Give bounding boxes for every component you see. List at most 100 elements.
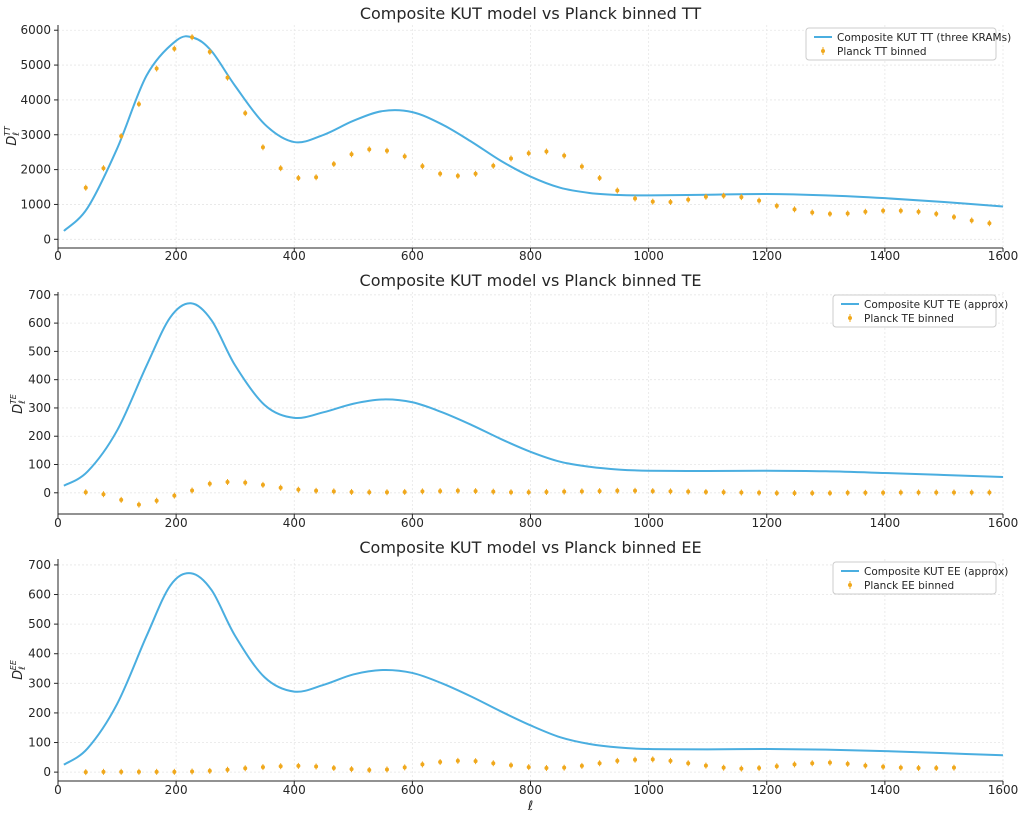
x-tick-label: 1400 <box>870 249 901 263</box>
x-tick-label: 800 <box>519 249 542 263</box>
data-point <box>314 764 319 769</box>
data-point <box>792 207 797 212</box>
data-point <box>491 163 496 168</box>
data-point <box>83 185 88 190</box>
data-point <box>190 488 195 493</box>
x-tick-label: 1600 <box>988 249 1019 263</box>
data-point <box>615 758 620 763</box>
data-point <box>526 765 531 770</box>
data-point <box>260 765 265 770</box>
data-point <box>119 497 124 502</box>
data-point <box>863 490 868 495</box>
data-point <box>154 769 159 774</box>
data-point <box>296 763 301 768</box>
data-point <box>473 759 478 764</box>
data-point <box>243 111 248 116</box>
y-tick-label: 3000 <box>20 128 51 142</box>
data-point <box>402 154 407 159</box>
data-point <box>438 171 443 176</box>
legend-label: Planck TT binned <box>837 46 927 58</box>
data-point <box>721 193 726 198</box>
data-point <box>668 758 673 763</box>
data-point <box>331 765 336 770</box>
data-point <box>774 203 779 208</box>
data-point <box>420 489 425 494</box>
y-tick-label: 4000 <box>20 93 51 107</box>
data-point <box>916 209 921 214</box>
x-tick-label: 1600 <box>988 783 1019 797</box>
data-point <box>774 491 779 496</box>
y-axis-label: DℓTT <box>3 125 22 146</box>
data-point <box>190 769 195 774</box>
data-point <box>384 490 389 495</box>
data-point <box>136 502 141 507</box>
y-tick-label: 0 <box>43 232 51 246</box>
x-tick-label: 400 <box>283 783 306 797</box>
data-point <box>633 488 638 493</box>
y-tick-label: 200 <box>28 429 51 443</box>
data-point <box>969 218 974 223</box>
x-tick-label: 400 <box>283 249 306 263</box>
data-point <box>863 209 868 214</box>
data-point <box>296 487 301 492</box>
data-point <box>845 761 850 766</box>
data-point <box>331 162 336 167</box>
data-point <box>721 490 726 495</box>
data-point <box>757 198 762 203</box>
data-point <box>703 763 708 768</box>
data-point <box>987 221 992 226</box>
x-tick-label: 1000 <box>633 516 664 530</box>
data-point <box>384 767 389 772</box>
y-tick-label: 0 <box>43 765 51 779</box>
data-point <box>172 769 177 774</box>
data-point <box>473 489 478 494</box>
data-point <box>969 490 974 495</box>
x-tick-label: 1400 <box>870 516 901 530</box>
y-tick-label: 2000 <box>20 163 51 177</box>
data-point <box>668 200 673 205</box>
data-point <box>314 175 319 180</box>
data-point <box>562 153 567 158</box>
data-point <box>579 164 584 169</box>
data-point <box>455 173 460 178</box>
data-point <box>172 46 177 51</box>
data-point <box>810 491 815 496</box>
chart-panel-0: 0 200 400 600 800 1000 1200 1400 1600 0 1000 2000 30… <box>3 4 1018 263</box>
x-tick-label: 0 <box>54 783 62 797</box>
data-point <box>757 490 762 495</box>
data-point <box>119 769 124 774</box>
data-point <box>650 757 655 762</box>
data-point <box>650 199 655 204</box>
chart-panel-2: 0 200 400 600 800 1000 1200 1400 1600 0 100 200 300 4… <box>9 538 1018 814</box>
data-point <box>615 488 620 493</box>
y-tick-label: 600 <box>28 588 51 602</box>
data-point <box>562 489 567 494</box>
data-point <box>455 758 460 763</box>
data-point <box>615 188 620 193</box>
data-point <box>491 761 496 766</box>
y-tick-label: 600 <box>28 316 51 330</box>
y-axis-label: DℓTE <box>9 393 28 414</box>
data-point <box>473 171 478 176</box>
data-point <box>827 211 832 216</box>
legend-point-swatch <box>821 49 825 53</box>
data-point <box>154 66 159 71</box>
data-point <box>987 490 992 495</box>
data-point <box>739 766 744 771</box>
data-point <box>792 491 797 496</box>
data-point <box>119 134 124 139</box>
x-tick-label: 1000 <box>633 249 664 263</box>
data-point <box>579 763 584 768</box>
chart-title: Composite KUT model vs Planck binned TE <box>360 271 702 290</box>
x-tick-label: 1200 <box>751 249 782 263</box>
data-point <box>402 489 407 494</box>
data-point <box>420 164 425 169</box>
data-point <box>827 491 832 496</box>
data-point <box>101 769 106 774</box>
data-point <box>739 195 744 200</box>
data-point <box>650 489 655 494</box>
data-point <box>845 490 850 495</box>
y-tick-label: 500 <box>28 344 51 358</box>
data-point <box>562 765 567 770</box>
data-point <box>207 481 212 486</box>
